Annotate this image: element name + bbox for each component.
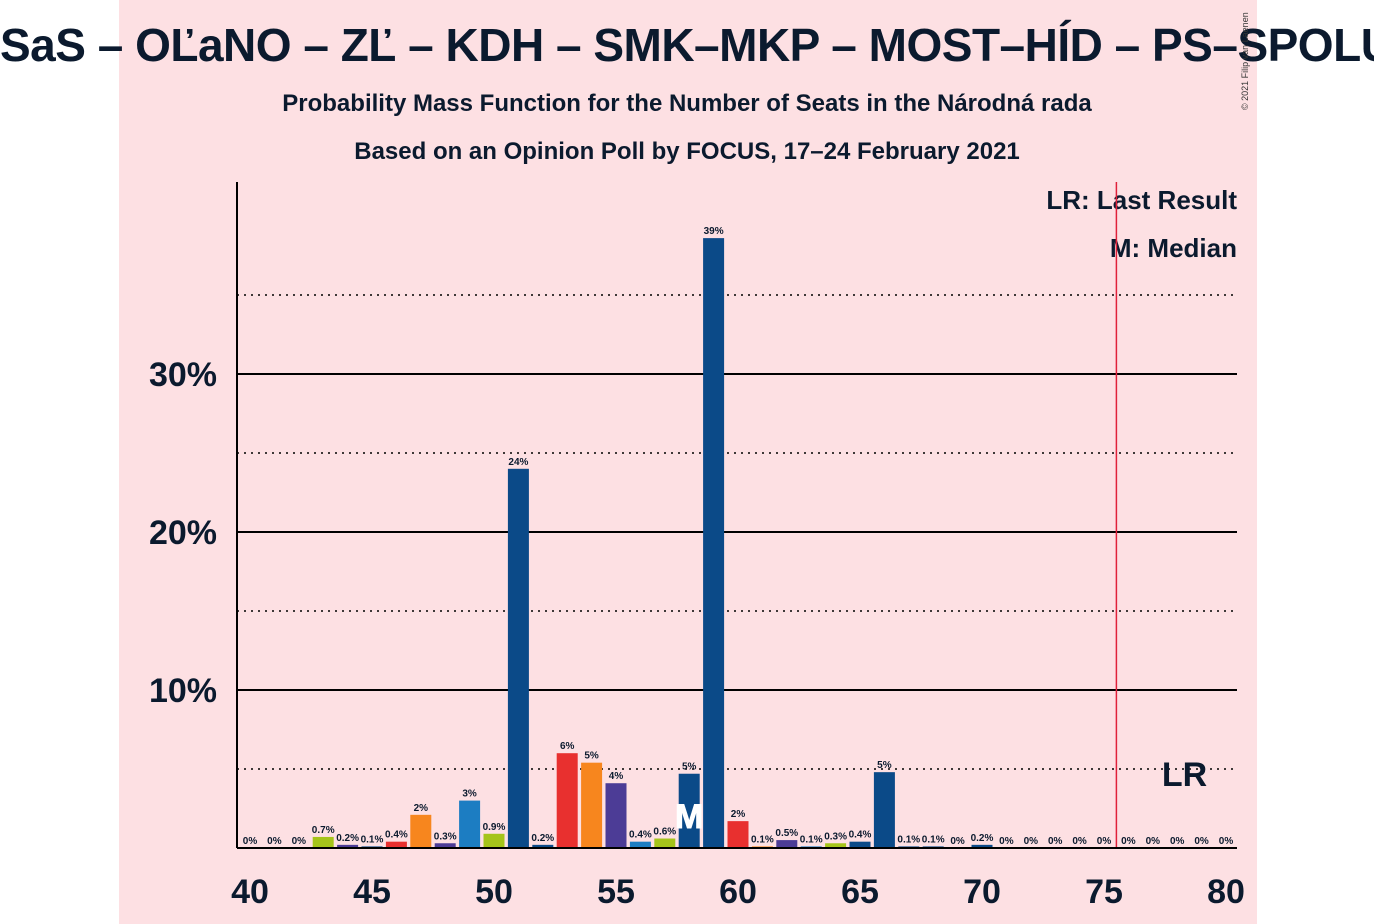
data-label: 0% <box>1219 836 1234 847</box>
data-label: 0% <box>1072 836 1087 847</box>
y-tick-label: 20% <box>149 514 217 552</box>
data-label: 0% <box>950 836 965 847</box>
data-label: 0% <box>243 836 258 847</box>
chart-subtitle: Probability Mass Function for the Number… <box>282 90 1092 117</box>
bar-seats-51 <box>507 468 529 848</box>
y-tick-label: 10% <box>149 672 217 710</box>
bar-seats-44 <box>337 844 359 848</box>
data-label: 0.6% <box>653 827 676 838</box>
data-label: 0% <box>1097 836 1112 847</box>
data-label: 0.1% <box>751 834 774 845</box>
data-label: 5% <box>877 760 892 771</box>
bar-seats-57 <box>654 838 676 848</box>
data-label: 0.1% <box>361 834 384 845</box>
bar-seats-59 <box>703 238 725 848</box>
data-label: 0.3% <box>824 831 847 842</box>
data-label: 2% <box>731 809 746 820</box>
data-label: 0.1% <box>800 834 823 845</box>
bar-seats-52 <box>532 844 554 848</box>
x-tick-label: 70 <box>963 873 1001 911</box>
x-tick-label: 65 <box>841 873 879 911</box>
bar-seats-70 <box>971 844 993 848</box>
bar-seats-49 <box>459 800 481 848</box>
x-tick-label: 75 <box>1085 873 1123 911</box>
legend-last-result: LR: Last Result <box>1046 185 1237 215</box>
data-label: 0% <box>1024 836 1039 847</box>
bar-seats-62 <box>776 840 798 848</box>
data-label: 2% <box>414 803 429 814</box>
bar-seats-66 <box>873 772 895 848</box>
bar-seats-48 <box>434 843 456 848</box>
bar-seats-64 <box>825 843 847 848</box>
data-label: 5% <box>584 751 599 762</box>
data-label: 0.4% <box>385 830 408 841</box>
bar-seats-53 <box>556 753 578 848</box>
data-label: 0.2% <box>971 833 994 844</box>
chart-title: SaS – OĽaNO – ZĽ – KDH – SMK–MKP – MOST–… <box>0 19 1374 71</box>
legend-median: M: Median <box>1109 233 1237 263</box>
chart-background <box>119 0 1257 924</box>
bar-seats-43 <box>312 836 334 848</box>
data-label: 0.1% <box>897 834 920 845</box>
bar-seats-55 <box>605 783 627 848</box>
data-label: 39% <box>704 226 724 237</box>
data-label: 0% <box>1121 836 1136 847</box>
data-label: 0.4% <box>849 830 872 841</box>
last-result-label: LR <box>1162 756 1207 794</box>
x-tick-label: 80 <box>1207 873 1245 911</box>
data-label: 0.5% <box>775 828 798 839</box>
data-label: 0.1% <box>922 834 945 845</box>
data-label: 0% <box>1146 836 1161 847</box>
chart-source-subtitle: Based on an Opinion Poll by FOCUS, 17–24… <box>354 138 1020 165</box>
data-label: 0% <box>267 836 282 847</box>
data-label: 5% <box>682 762 697 773</box>
bar-seats-54 <box>581 762 603 848</box>
bar-seats-58 <box>678 773 700 848</box>
data-label: 0% <box>1048 836 1063 847</box>
x-tick-label: 40 <box>231 873 269 911</box>
data-label: 3% <box>462 789 477 800</box>
data-label: 6% <box>560 741 575 752</box>
data-label: 0% <box>999 836 1014 847</box>
y-tick-label: 30% <box>149 356 217 394</box>
bar-seats-60 <box>727 821 749 848</box>
bar-seats-65 <box>849 841 871 848</box>
data-label: 24% <box>508 457 528 468</box>
x-tick-label: 55 <box>597 873 635 911</box>
data-label: 0.4% <box>629 830 652 841</box>
bar-seats-50 <box>483 833 505 848</box>
bar-seats-47 <box>410 814 432 848</box>
bar-seats-56 <box>629 841 651 848</box>
bar-seats-46 <box>385 841 407 848</box>
data-label: 0% <box>292 836 307 847</box>
data-label: 0.2% <box>531 833 554 844</box>
x-tick-label: 50 <box>475 873 513 911</box>
x-tick-label: 45 <box>353 873 391 911</box>
data-label: 0.7% <box>312 825 335 836</box>
median-marker: M <box>675 798 703 836</box>
data-label: 0% <box>1194 836 1209 847</box>
data-label: 0.3% <box>434 831 457 842</box>
data-label: 0.2% <box>336 833 359 844</box>
data-label: 0.9% <box>483 822 506 833</box>
data-label: 4% <box>609 771 624 782</box>
x-tick-label: 60 <box>719 873 757 911</box>
data-label: 0% <box>1170 836 1185 847</box>
